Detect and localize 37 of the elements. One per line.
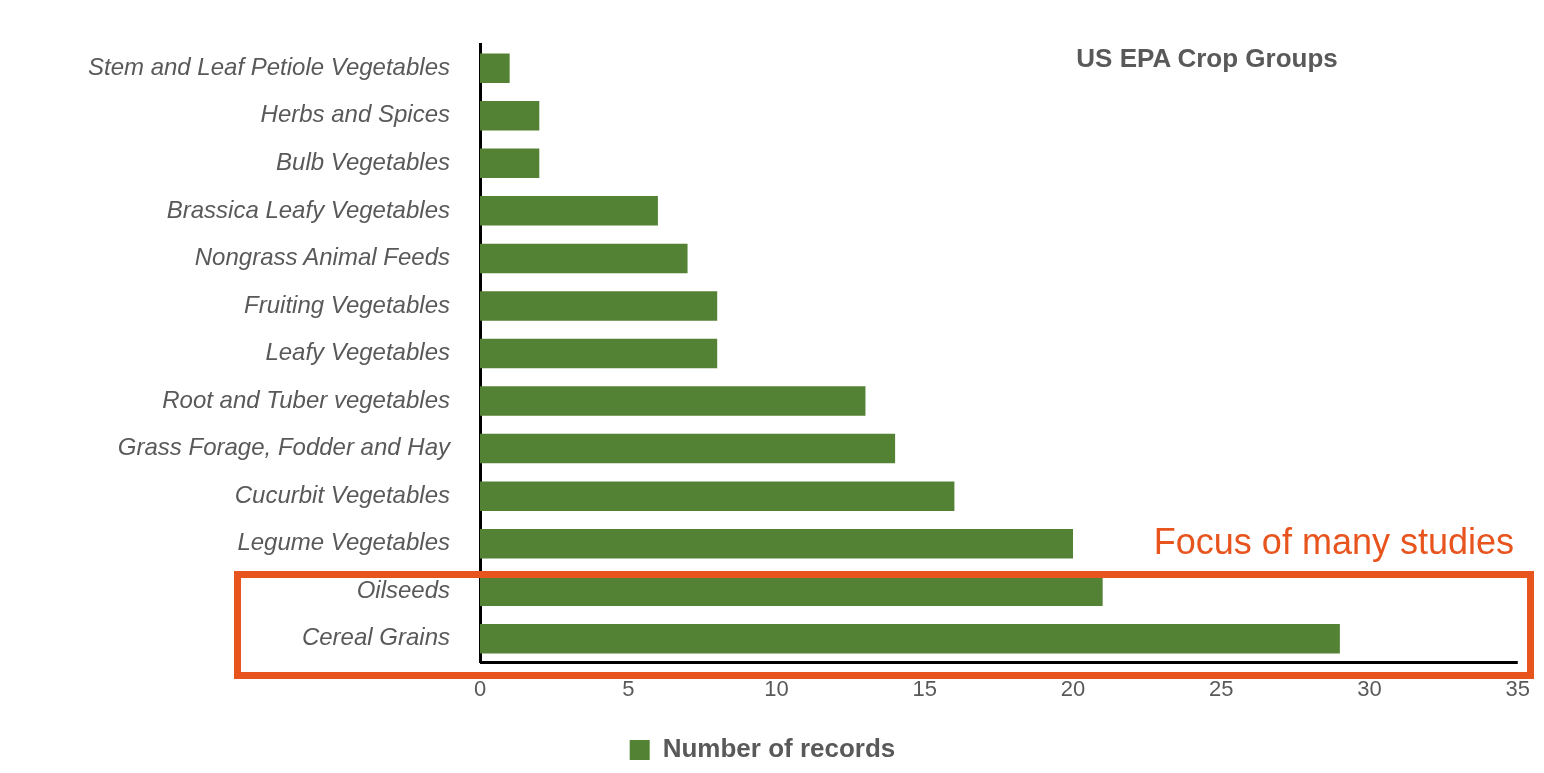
y-tick-label: Stem and Leaf Petiole Vegetables <box>87 52 450 80</box>
bar <box>480 100 540 131</box>
y-tick-label: Oilseeds <box>356 575 450 603</box>
x-tick-label: 15 <box>912 675 937 701</box>
y-tick-label: Fruiting Vegetables <box>244 290 450 318</box>
legend-label: Number of records <box>662 733 896 764</box>
bar <box>480 433 896 464</box>
bar <box>480 196 658 226</box>
bar <box>480 386 866 416</box>
y-tick-label: Brassica Leafy Vegetables <box>166 195 450 223</box>
y-tick-label: Leafy Vegetables <box>265 338 450 366</box>
y-tick-label: Cereal Grains <box>301 623 450 651</box>
x-tick-label: 30 <box>1357 675 1382 701</box>
y-tick-label: Bulb Vegetables <box>276 147 450 175</box>
x-tick-label: 5 <box>622 675 635 701</box>
y-tick-label: Cucurbit Vegetables <box>234 480 450 508</box>
x-tick-label: 35 <box>1505 675 1531 701</box>
y-tick-label: Herbs and Spices <box>260 100 450 128</box>
x-tick-label: 10 <box>764 675 789 701</box>
x-tick-label: 0 <box>473 675 487 701</box>
bar <box>480 338 718 369</box>
y-tick-label: Nongrass Animal Feeds <box>194 243 450 271</box>
bar <box>480 53 510 83</box>
bar <box>480 576 1103 607</box>
bar <box>480 291 718 321</box>
x-tick-label: 25 <box>1209 675 1234 701</box>
y-tick-label: Legume Vegetables <box>237 528 450 556</box>
y-tick-label: Grass Forage, Fodder and Hay <box>117 433 452 461</box>
bar <box>480 528 1074 559</box>
chart-title: US EPA Crop Groups <box>1076 42 1338 73</box>
x-tick-label: 20 <box>1060 675 1086 701</box>
annotation: Focus of many studies <box>1153 521 1514 564</box>
bar <box>480 481 955 511</box>
bar <box>480 624 1340 654</box>
y-tick-label: Root and Tuber vegetables <box>162 385 450 413</box>
bar <box>480 148 540 179</box>
bar <box>480 243 688 274</box>
